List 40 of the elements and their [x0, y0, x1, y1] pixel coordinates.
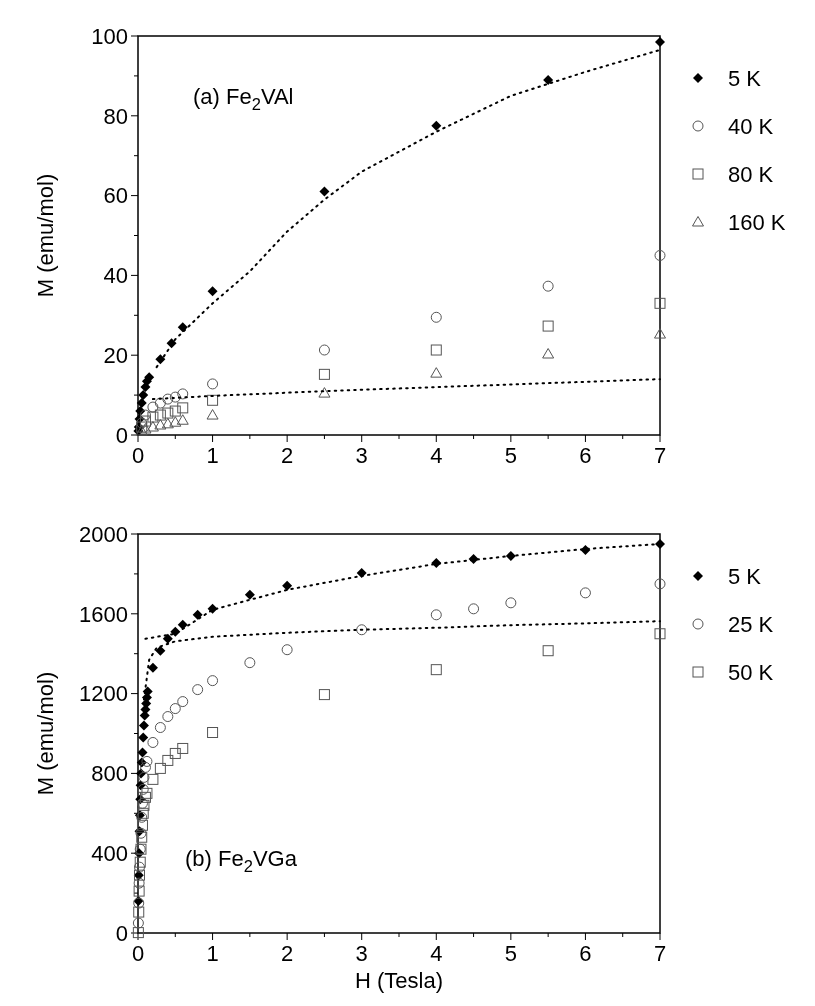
x-tick-label: 4	[430, 941, 443, 966]
legend-label: 5 K	[728, 563, 762, 589]
x-tick-label: 0	[131, 443, 145, 468]
y-tick-label: 1200	[79, 681, 128, 707]
x-tick-label: 2	[281, 941, 294, 966]
x-tick-label: 1	[206, 443, 219, 468]
x-tick-label: 7	[653, 443, 667, 468]
x-tick-label: 0	[131, 941, 145, 966]
x-tick-label: 5	[504, 941, 517, 966]
legend-label: 160 K	[728, 209, 786, 235]
y-tick-label: 0	[115, 422, 128, 448]
y-tick-label: 0	[115, 920, 128, 946]
annotation: (a) Fe$_{2}$VAl	[193, 84, 294, 113]
x-tick-label: 3	[355, 443, 368, 468]
x-tick-label: 5	[504, 443, 517, 468]
annotation: (b) Fe$_{2}$VGa	[185, 846, 298, 875]
y-tick-label: 60	[103, 183, 128, 209]
x-tick-label: 4	[430, 443, 443, 468]
y-tick-label: 400	[91, 840, 128, 866]
y-tick-label: 80	[103, 103, 128, 129]
x-tick-label: 7	[653, 941, 667, 966]
y-axis-title: M (emu/mol)	[33, 173, 58, 298]
x-tick-label: 1	[206, 941, 219, 966]
x-tick-label: 2	[281, 443, 294, 468]
legend-label: 50 K	[728, 659, 774, 685]
y-tick-label: 800	[91, 761, 128, 787]
x-tick-label: 6	[579, 443, 592, 468]
legend-label: 40 K	[728, 113, 774, 139]
y-tick-label: 100	[91, 23, 128, 49]
x-tick-label: 6	[579, 941, 592, 966]
x-axis-title: H (Tesla)	[354, 968, 444, 993]
y-tick-label: 20	[103, 342, 128, 368]
x-tick-label: 3	[355, 941, 368, 966]
y-tick-label: 40	[103, 263, 128, 289]
legend-label: 25 K	[728, 611, 774, 637]
y-axis-title: M (emu/mol)	[33, 671, 58, 796]
y-tick-label: 1600	[79, 601, 128, 627]
y-tick-label: 2000	[79, 521, 128, 547]
legend-label: 80 K	[728, 161, 774, 187]
legend-label: 5 K	[728, 65, 762, 91]
